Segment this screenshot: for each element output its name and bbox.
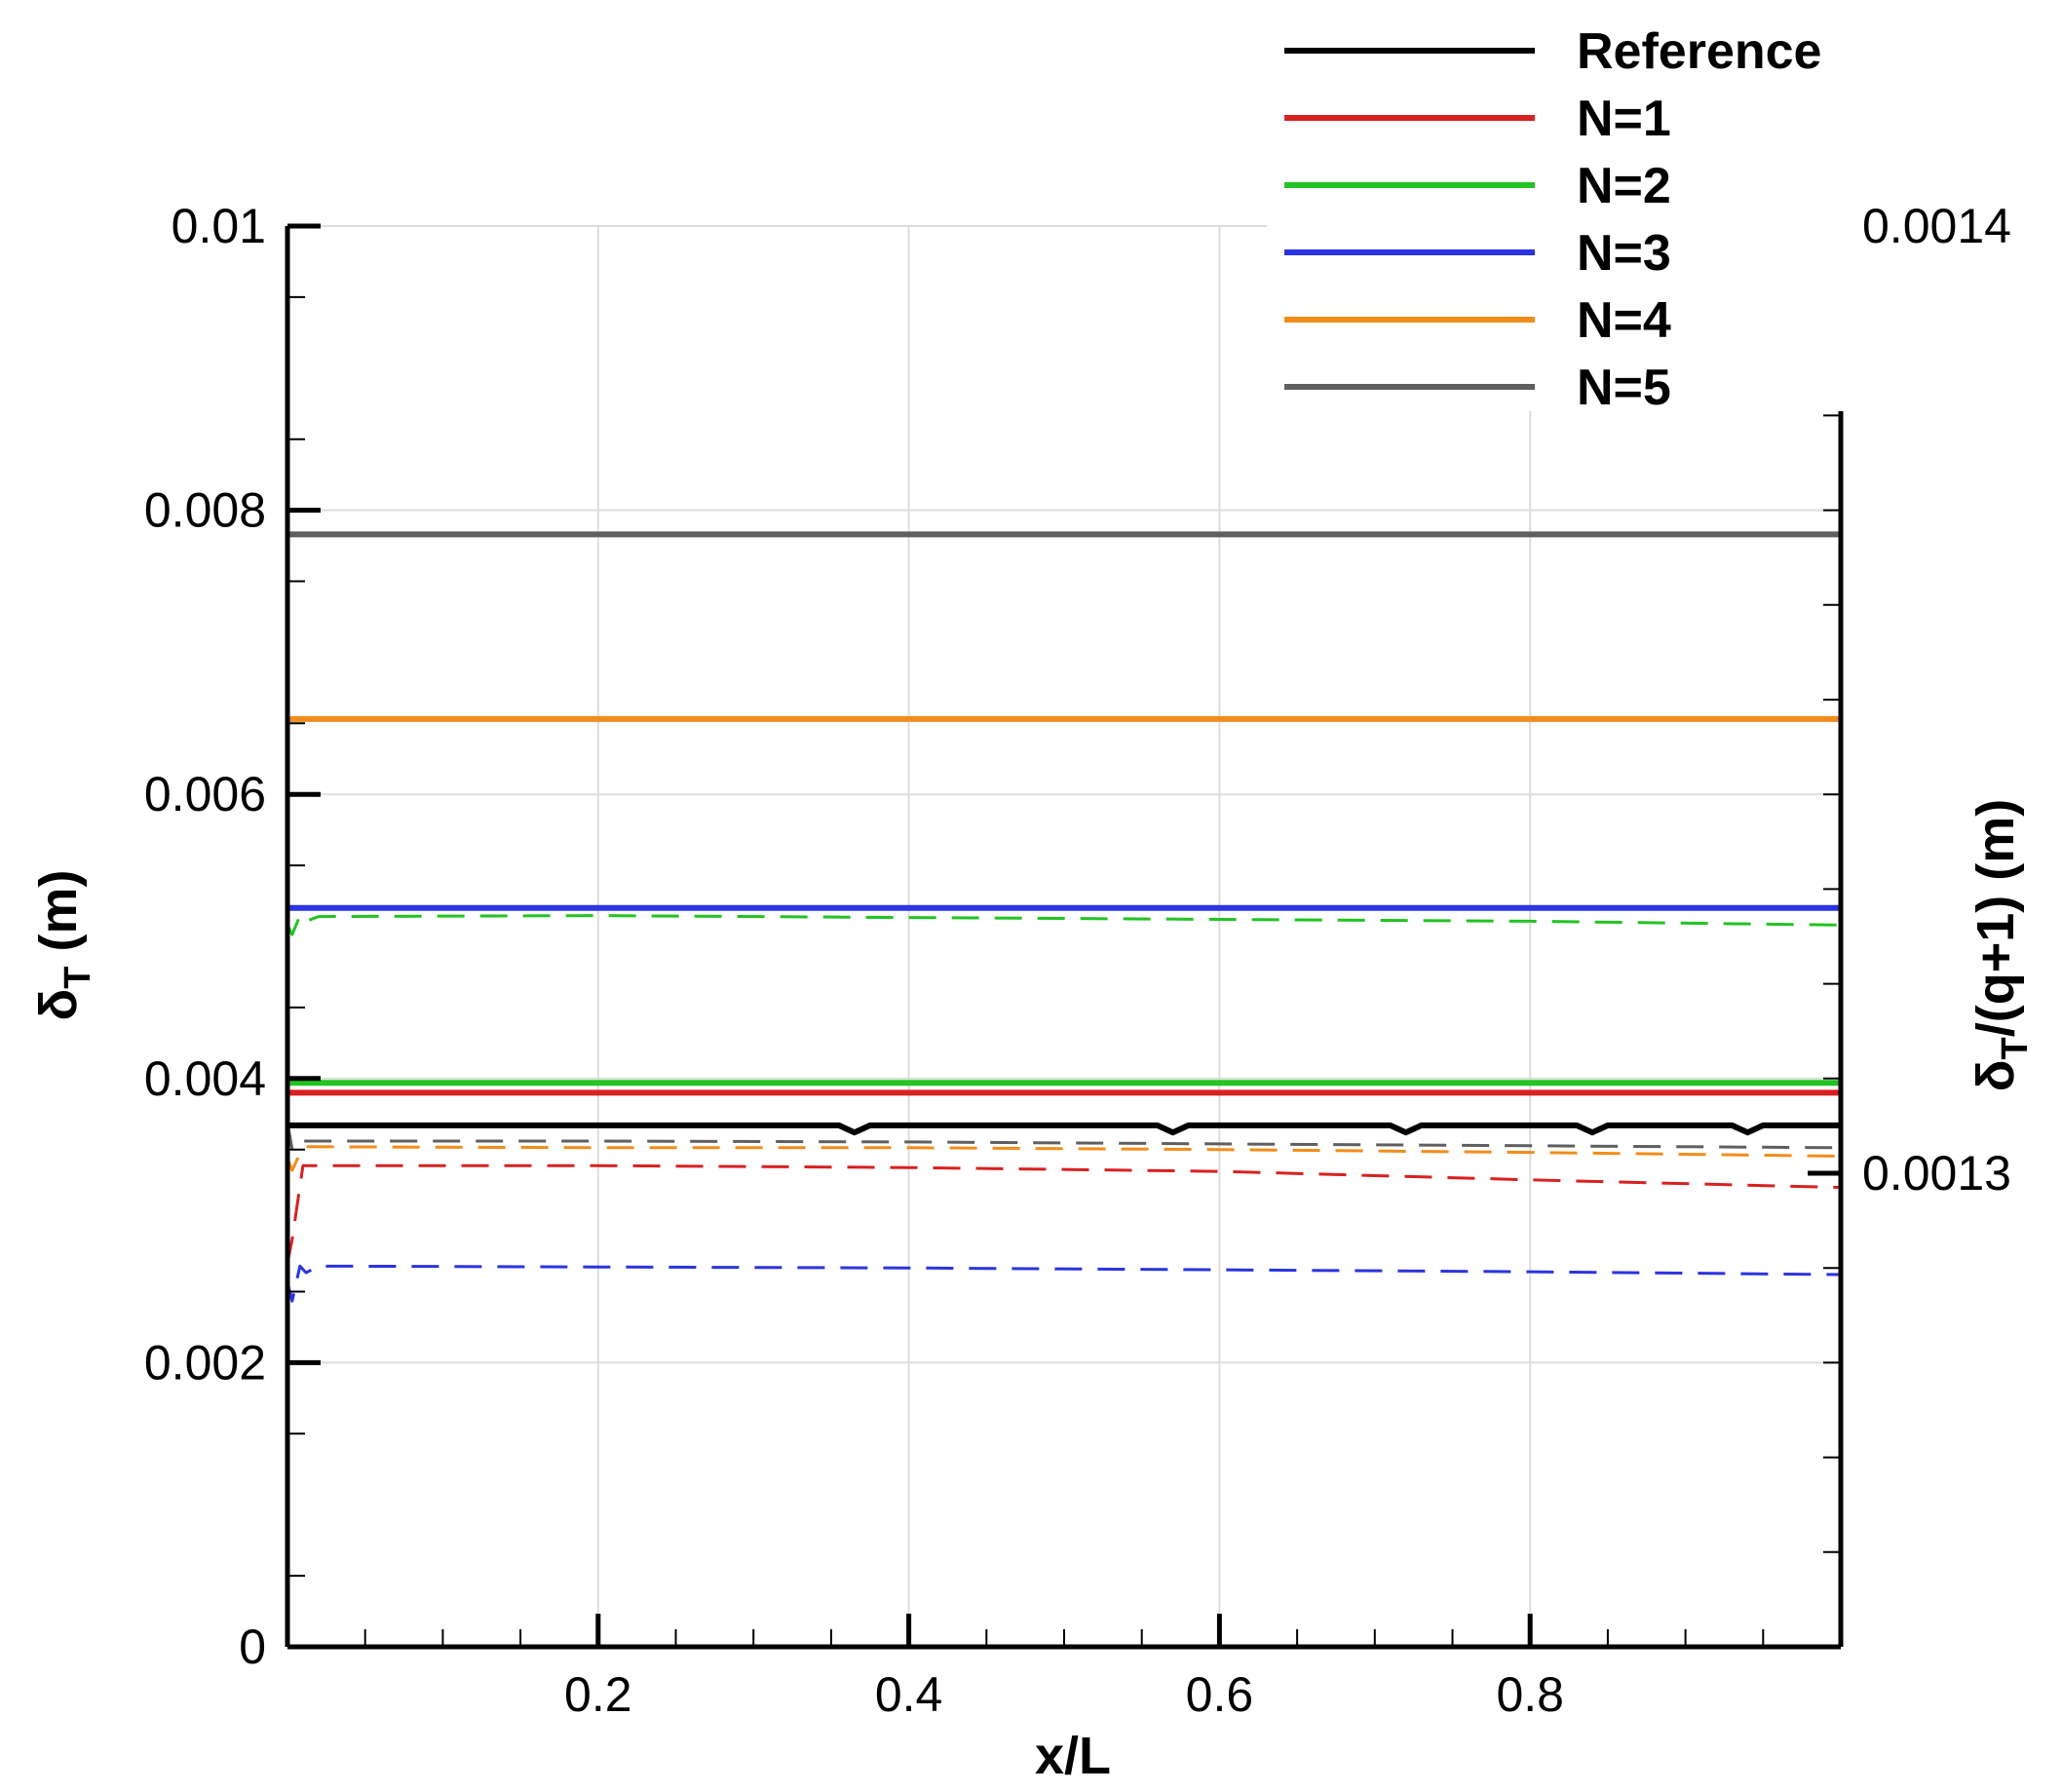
y2-tick-label: 0.0014 bbox=[1862, 199, 2011, 253]
x-tick-label: 0.8 bbox=[1496, 1667, 1564, 1722]
x-tick-label: 0.2 bbox=[564, 1667, 632, 1722]
x-axis-title: x/L bbox=[1035, 1727, 1111, 1785]
legend-label: N=1 bbox=[1577, 91, 1671, 147]
series-lines bbox=[286, 531, 1842, 1303]
grid bbox=[287, 225, 1841, 1648]
legend-box bbox=[1267, 12, 1852, 411]
x-tick-label: 0.6 bbox=[1186, 1667, 1254, 1722]
tick-labels: 0 0.002 0.004 0.006 0.008 0.01 0.2 0.4 0.6 0.8 0.0… bbox=[144, 199, 2011, 1722]
legend: Reference N=1 N=2 N=3 N=4 N=5 bbox=[1267, 12, 1852, 416]
y2-axis-title: δT/(q+1) (m) bbox=[1967, 799, 2036, 1091]
series-line-right-n-1 bbox=[286, 1163, 1842, 1264]
y-tick-label: 0.002 bbox=[144, 1335, 266, 1390]
series-line-left-reference bbox=[287, 1122, 1841, 1136]
legend-label: N=4 bbox=[1577, 292, 1671, 349]
legend-label: N=2 bbox=[1577, 158, 1671, 214]
series-line-right-n-3 bbox=[286, 1264, 1842, 1303]
axes bbox=[285, 226, 1844, 1650]
y-axis-title-symbol: δ bbox=[29, 989, 88, 1021]
series-line-right-n-5 bbox=[286, 1122, 1842, 1152]
y-tick-label: 0.008 bbox=[144, 483, 266, 538]
x-tick-label: 0.4 bbox=[875, 1667, 943, 1722]
y-tick-label: 0.006 bbox=[144, 767, 266, 821]
y2-tick-label: 0.0013 bbox=[1862, 1146, 2011, 1201]
y-axis-title: δT (m) bbox=[29, 870, 98, 1021]
y-axis-title-unit: (m) bbox=[29, 870, 88, 967]
series-line-right-n-2 bbox=[286, 914, 1842, 936]
y-tick-label: 0.01 bbox=[172, 199, 266, 253]
y-tick-label: 0.004 bbox=[144, 1051, 266, 1106]
y-tick-label: 0 bbox=[239, 1620, 266, 1674]
y2-axis-title-symbol: δ bbox=[1967, 1059, 2025, 1091]
legend-label: N=3 bbox=[1577, 225, 1671, 282]
ticks bbox=[287, 223, 1841, 1650]
y2-axis-title-rest: /(q+1) (m) bbox=[1967, 799, 2025, 1038]
series-line-right-n-4 bbox=[286, 1145, 1842, 1172]
legend-label: Reference bbox=[1577, 23, 1821, 80]
legend-label: N=5 bbox=[1577, 360, 1671, 416]
y2-axis-title-subscript: T bbox=[1995, 1037, 2036, 1059]
y-axis-title-subscript: T bbox=[57, 967, 98, 989]
